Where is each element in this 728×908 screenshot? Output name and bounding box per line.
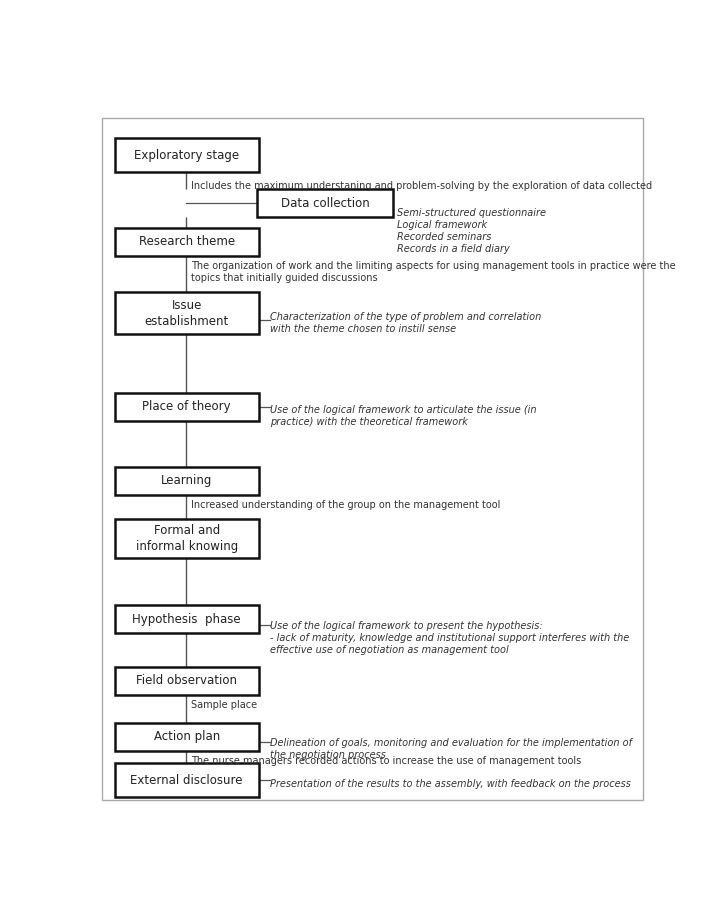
Bar [258,190,393,217]
Text: Issue
establishment: Issue establishment [144,299,229,328]
Text: Semi-structured questionnaire
Logical framework
Recorded seminars
Records in a f: Semi-structured questionnaire Logical fr… [397,208,546,254]
Bar [115,764,258,797]
Bar [115,138,258,172]
Text: Learning: Learning [161,474,213,488]
Text: Characterization of the type of problem and correlation
with the theme chosen to: Characterization of the type of problem … [270,311,541,334]
Text: Increased understanding of the group on the management tool: Increased understanding of the group on … [191,500,501,510]
Text: Presentation of the results to the assembly, with feedback on the process: Presentation of the results to the assem… [270,779,630,789]
Text: The nurse managers recorded actions to increase the use of management tools: The nurse managers recorded actions to i… [191,756,582,766]
Bar [115,666,258,695]
Bar [115,723,258,751]
Bar [115,228,258,256]
Text: External disclosure: External disclosure [130,774,243,786]
Text: Data collection: Data collection [281,197,370,210]
Bar [115,467,258,495]
Text: Delineation of goals, monitoring and evaluation for the implementation of
the ne: Delineation of goals, monitoring and eva… [270,738,632,760]
Bar [115,393,258,420]
Text: Exploratory stage: Exploratory stage [134,149,240,162]
Text: Use of the logical framework to articulate the issue (in
practice) with the theo: Use of the logical framework to articula… [270,405,537,428]
Text: Research theme: Research theme [138,235,234,248]
Text: Place of theory: Place of theory [142,400,231,413]
Bar [115,519,258,558]
Text: Action plan: Action plan [154,730,220,744]
Text: The organization of work and the limiting aspects for using management tools in : The organization of work and the limitin… [191,261,676,282]
Text: Hypothesis  phase: Hypothesis phase [132,613,241,626]
Bar [115,292,258,334]
Text: Field observation: Field observation [136,675,237,687]
Bar [115,606,258,634]
Text: Use of the logical framework to present the hypothesis:
- lack of maturity, know: Use of the logical framework to present … [270,621,629,655]
Text: Sample place: Sample place [191,700,258,710]
Text: Includes the maximum understaning and problem-solving by the exploration of data: Includes the maximum understaning and pr… [191,181,652,191]
Text: Formal and
informal knowing: Formal and informal knowing [135,524,238,553]
